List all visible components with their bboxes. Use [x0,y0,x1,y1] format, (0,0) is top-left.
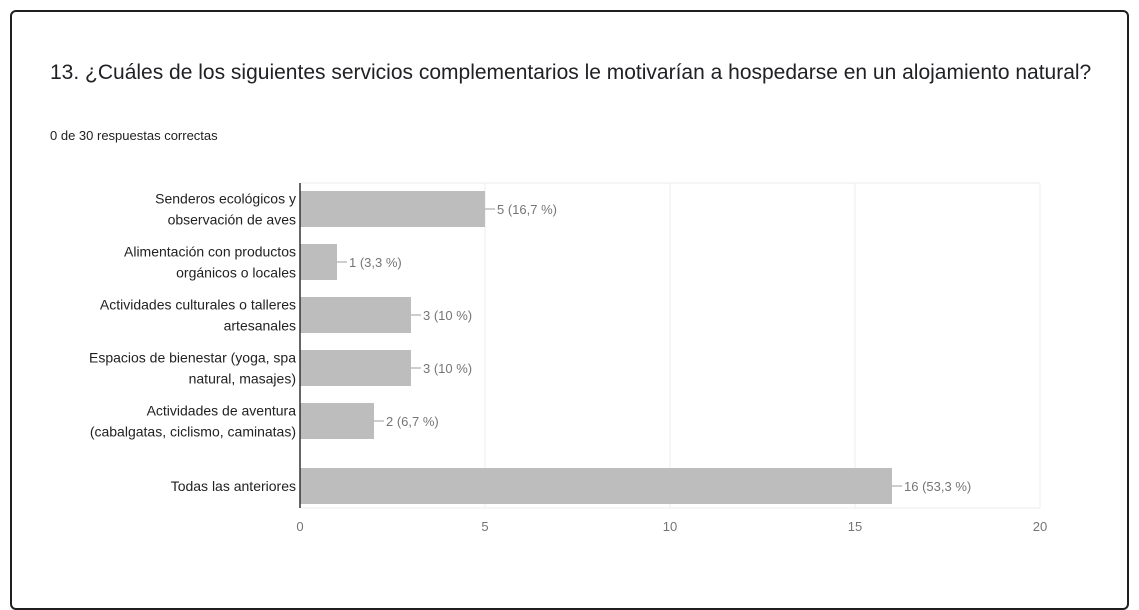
question-title: 13. ¿Cuáles de los siguientes servicios … [50,61,1092,84]
x-tick-label: 20 [1033,519,1047,534]
x-tick-label: 0 [296,519,303,534]
response-summary: 0 de 30 respuestas correctas [50,128,218,143]
bar [300,244,337,280]
x-tick-label: 10 [663,519,677,534]
category-label: (cabalgatas, ciclismo, caminatas) [90,424,296,440]
bar-value-label: 1 (3,3 %) [349,255,402,270]
bar-value-label: 3 (10 %) [423,308,472,323]
bar-chart: 0 5 10 15 20 5 (16,7 %) Senderos ecológicos y o… [89,182,1047,534]
bar-value-label: 3 (10 %) [423,361,472,376]
x-tick-label: 15 [848,519,862,534]
category-label: orgánicos o locales [176,265,296,281]
category-label: observación de aves [168,212,296,228]
bar-value-label: 16 (53,3 %) [904,479,971,494]
category-label: Senderos ecológicos y [155,191,296,207]
x-tick-label: 5 [481,519,488,534]
question-card [10,10,1129,610]
category-label: Actividades culturales o talleres [100,297,296,313]
bar [300,191,485,227]
category-label: natural, masajes) [189,371,296,387]
category-label: artesanales [224,318,296,334]
category-label: Espacios de bienestar (yoga, spa [89,350,296,366]
category-label: Todas las anteriores [171,478,296,494]
bar-value-label: 2 (6,7 %) [386,414,439,429]
bar [300,350,411,386]
bar-value-label: 5 (16,7 %) [497,202,557,217]
bar [300,468,892,504]
bar [300,297,411,333]
category-label: Actividades de aventura [147,403,297,419]
bar [300,403,374,439]
category-label: Alimentación con productos [124,244,296,260]
